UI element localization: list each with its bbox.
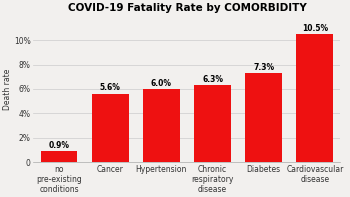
Y-axis label: Death rate: Death rate: [4, 68, 13, 110]
Bar: [143, 89, 180, 162]
Bar: [296, 34, 333, 162]
Text: 6.3%: 6.3%: [202, 75, 223, 84]
Text: 10.5%: 10.5%: [302, 23, 328, 33]
Title: COVID-19 Fatality Rate by COMORBIDITY: COVID-19 Fatality Rate by COMORBIDITY: [68, 4, 306, 13]
Bar: [245, 73, 282, 162]
Bar: [92, 94, 128, 162]
Bar: [194, 85, 231, 162]
Text: 6.0%: 6.0%: [151, 79, 172, 87]
Text: 0.9%: 0.9%: [49, 141, 70, 150]
Text: 7.3%: 7.3%: [253, 63, 274, 72]
Bar: [41, 151, 77, 162]
Text: 5.6%: 5.6%: [100, 83, 121, 92]
